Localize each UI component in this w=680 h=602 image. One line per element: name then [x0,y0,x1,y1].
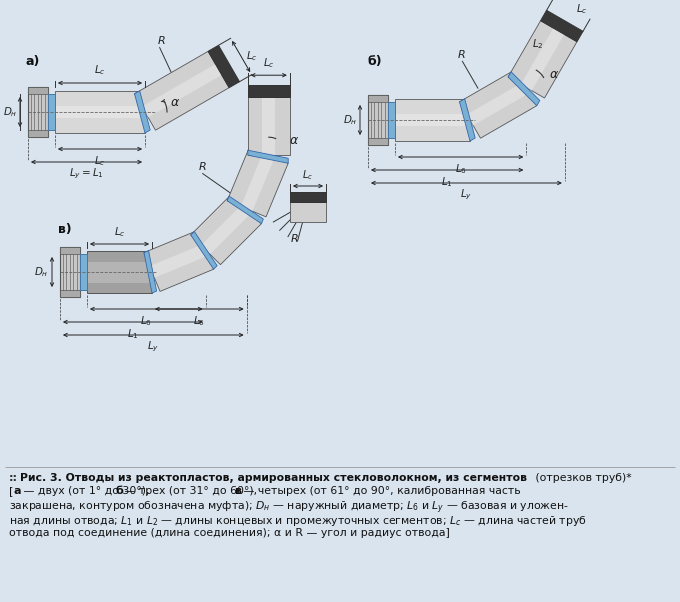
Polygon shape [460,69,537,138]
Polygon shape [87,251,152,293]
FancyBboxPatch shape [368,138,388,145]
Text: $L_c$: $L_c$ [303,168,313,182]
Polygon shape [248,85,290,97]
Polygon shape [248,97,290,155]
Text: закрашена, контуром обозначена муфта); $D_{н}$ — наружный диаметр; $L_6$ и $L_y$: закрашена, контуром обозначена муфта); $… [9,500,568,517]
Polygon shape [87,261,152,282]
Text: $L_1$: $L_1$ [127,327,139,341]
Polygon shape [144,231,214,291]
FancyBboxPatch shape [368,95,388,102]
FancyBboxPatch shape [28,130,48,137]
Text: $D_н$: $D_н$ [343,113,357,127]
Text: $D_н$: $D_н$ [34,265,48,279]
FancyBboxPatch shape [60,247,80,254]
Polygon shape [208,45,239,88]
Text: [: [ [9,486,14,496]
Text: в): в) [58,223,71,236]
FancyBboxPatch shape [60,290,80,297]
Text: α: α [171,96,180,109]
Text: $L_6$: $L_6$ [455,162,466,176]
Polygon shape [395,114,470,126]
FancyBboxPatch shape [28,87,48,137]
Text: в: в [234,486,241,496]
Text: α: α [290,134,298,147]
Text: $L_с$: $L_с$ [94,154,106,168]
Polygon shape [395,99,470,141]
Polygon shape [508,72,540,106]
Polygon shape [508,20,577,98]
Polygon shape [241,153,275,211]
Text: ная длины отвода; $L_1$ и $L_2$ — длины концевых и промежуточных сегментов; $L_c: ная длины отвода; $L_1$ и $L_2$ — длины … [9,514,587,528]
Text: $L_c$: $L_c$ [576,2,588,16]
FancyBboxPatch shape [290,202,326,222]
Text: R: R [291,234,299,244]
Text: а: а [14,486,22,496]
FancyBboxPatch shape [388,102,395,138]
Polygon shape [55,106,145,119]
Text: R: R [199,163,206,172]
Text: ::: :: [9,473,18,483]
FancyBboxPatch shape [60,247,80,297]
Text: а): а) [26,55,40,68]
Text: $L_1$: $L_1$ [441,175,453,189]
Text: отвода под соединение (длина соединения); α и R — угол и радиус отвода]: отвода под соединение (длина соединения)… [9,528,450,538]
FancyBboxPatch shape [368,95,388,145]
Polygon shape [248,150,288,163]
Text: — трех (от 31° до 60°),: — трех (от 31° до 60°), [121,486,260,496]
Polygon shape [541,10,583,42]
Polygon shape [55,91,145,133]
Polygon shape [190,194,261,265]
Polygon shape [201,204,251,254]
Polygon shape [227,196,263,223]
Text: $L_c$: $L_c$ [263,57,275,70]
Polygon shape [190,231,217,269]
Text: $L_c$: $L_c$ [246,49,258,63]
Text: (отрезков труб)*: (отрезков труб)* [532,473,632,483]
Text: $D_н$: $D_н$ [3,105,17,119]
Text: — четырех (от 61° до 90°, калиброванная часть: — четырех (от 61° до 90°, калиброванная … [240,486,521,496]
FancyBboxPatch shape [28,87,48,94]
Text: $L_2$: $L_2$ [532,37,544,51]
Polygon shape [135,51,229,130]
Polygon shape [142,64,222,117]
Polygon shape [135,91,150,133]
Text: $L_c$: $L_c$ [94,63,106,77]
Polygon shape [144,250,156,293]
Polygon shape [521,28,564,91]
Polygon shape [227,147,288,217]
Text: $L_y = L_1$: $L_y = L_1$ [69,167,104,181]
Text: R: R [158,36,165,46]
Text: $L_y$: $L_y$ [460,188,473,202]
Polygon shape [467,82,530,125]
Text: R: R [458,50,466,60]
Text: Рис. 3. Отводы из реактопластов, армированных стекловолокном, из сегментов: Рис. 3. Отводы из реактопластов, армиров… [20,473,527,483]
Text: $L_c$: $L_c$ [114,225,125,239]
FancyBboxPatch shape [48,94,55,130]
Text: α: α [549,67,558,81]
Text: $L_6$: $L_6$ [140,314,152,328]
FancyBboxPatch shape [80,254,87,290]
Text: $L_y$: $L_y$ [148,340,159,355]
Text: б: б [115,486,123,496]
Text: б): б) [368,55,383,68]
Polygon shape [262,97,275,155]
Polygon shape [460,99,475,141]
Polygon shape [150,244,208,278]
Text: — двух (от 1° до 30°),: — двух (от 1° до 30°), [20,486,153,496]
FancyBboxPatch shape [290,192,326,202]
Text: $L_6$: $L_6$ [193,314,205,328]
